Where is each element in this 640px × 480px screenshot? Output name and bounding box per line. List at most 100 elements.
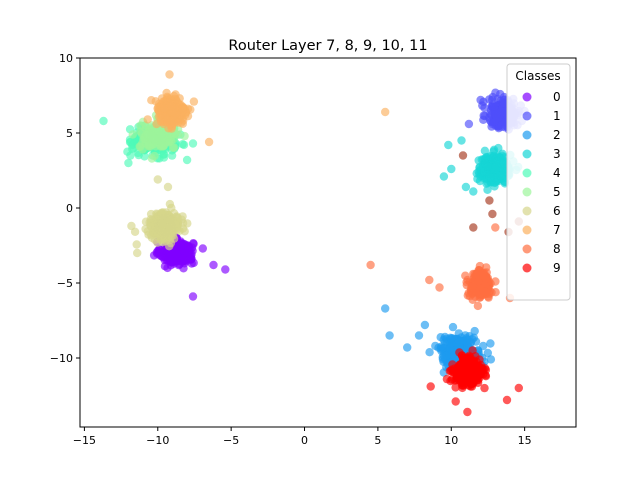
data-point xyxy=(447,375,457,384)
legend-item-8: 8 xyxy=(522,242,561,256)
data-point xyxy=(454,329,463,338)
data-point xyxy=(366,260,375,270)
data-point xyxy=(154,248,163,257)
data-point xyxy=(502,395,512,405)
data-point xyxy=(491,277,500,286)
data-point xyxy=(435,283,444,292)
data-point xyxy=(480,146,490,155)
data-point xyxy=(124,158,133,168)
data-point xyxy=(178,140,187,149)
data-point xyxy=(451,397,460,406)
data-point xyxy=(157,219,167,228)
data-point xyxy=(481,274,491,283)
data-point xyxy=(180,227,189,236)
legend-label: 3 xyxy=(553,147,561,161)
legend-item-9: 9 xyxy=(522,261,561,275)
legend-marker xyxy=(522,130,532,140)
data-point xyxy=(461,271,470,280)
data-point xyxy=(209,260,218,270)
data-point xyxy=(167,102,176,111)
data-point xyxy=(160,262,170,271)
data-point xyxy=(446,334,456,344)
data-point xyxy=(165,223,174,232)
data-point xyxy=(483,292,493,301)
data-point xyxy=(426,382,435,391)
legend-item-5: 5 xyxy=(522,185,561,199)
x-tick-label: 5 xyxy=(374,434,381,447)
data-point xyxy=(165,70,174,79)
x-tick-label: −15 xyxy=(73,434,96,447)
series-3 xyxy=(439,136,523,196)
data-point xyxy=(458,381,467,390)
legend-label: 8 xyxy=(553,242,561,256)
data-point xyxy=(167,203,176,213)
data-point xyxy=(143,115,152,124)
data-point xyxy=(463,407,472,417)
data-point xyxy=(414,331,424,340)
series-7 xyxy=(143,70,390,147)
data-point xyxy=(128,144,137,154)
y-axis: 10 5 0 −5 −10 xyxy=(50,52,80,365)
data-point xyxy=(457,136,466,145)
data-point xyxy=(163,115,172,125)
x-tick-label: 0 xyxy=(301,434,308,447)
data-point xyxy=(483,348,492,358)
legend-label: 9 xyxy=(553,261,561,275)
data-point xyxy=(438,353,447,362)
data-point xyxy=(494,143,503,153)
data-point xyxy=(182,155,192,165)
legend: Classes 0 1 2 3 4 5 6 7 8 9 xyxy=(506,63,571,301)
x-tick-label: −5 xyxy=(223,434,239,447)
data-point xyxy=(178,219,188,228)
data-point xyxy=(468,378,477,387)
data-point xyxy=(381,304,390,313)
legend-item-7: 7 xyxy=(522,223,561,237)
legend-marker xyxy=(522,149,532,159)
data-point xyxy=(173,245,182,255)
data-point xyxy=(188,292,198,301)
data-point xyxy=(153,175,162,184)
data-point xyxy=(159,141,169,150)
data-point xyxy=(448,322,458,332)
data-point xyxy=(470,270,479,279)
data-point xyxy=(381,107,390,117)
x-tick-label: 10 xyxy=(444,434,458,447)
legend-marker xyxy=(522,225,532,235)
data-point xyxy=(425,348,434,357)
data-point xyxy=(141,224,150,234)
legend-item-2: 2 xyxy=(522,128,561,142)
data-point xyxy=(163,182,173,192)
data-point xyxy=(133,248,142,258)
x-tick-label: 15 xyxy=(518,434,532,447)
data-point xyxy=(476,165,485,174)
legend-label: 6 xyxy=(553,204,561,218)
data-point xyxy=(154,126,163,135)
data-point xyxy=(500,99,509,108)
legend-label: 0 xyxy=(553,90,561,104)
data-point xyxy=(169,91,179,101)
data-point xyxy=(180,131,189,141)
data-point xyxy=(455,348,464,357)
data-point xyxy=(461,182,471,192)
data-point xyxy=(465,351,474,360)
data-point xyxy=(447,164,456,174)
data-point xyxy=(469,223,478,232)
data-point xyxy=(499,159,509,168)
data-point xyxy=(469,187,478,196)
data-point xyxy=(425,275,434,285)
legend-items: 0 1 2 3 4 5 6 7 8 9 xyxy=(522,90,561,275)
y-tick-label: −5 xyxy=(57,277,73,290)
data-points xyxy=(99,70,529,417)
data-point xyxy=(485,196,494,205)
data-point xyxy=(493,151,503,161)
y-tick-label: 5 xyxy=(66,127,73,140)
data-point xyxy=(482,263,491,272)
data-point xyxy=(458,151,468,160)
data-point xyxy=(473,301,483,311)
data-point xyxy=(451,383,460,392)
data-point xyxy=(160,233,169,243)
data-point xyxy=(491,223,500,232)
plot-frame xyxy=(79,57,577,428)
data-point xyxy=(482,179,491,188)
